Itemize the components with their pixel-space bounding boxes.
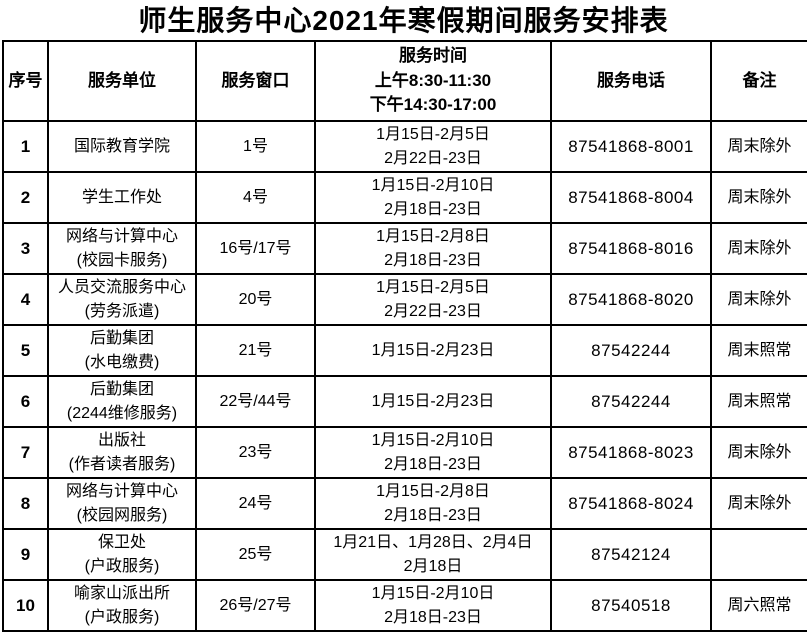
time-cell: 1月15日-2月5日 2月22日-23日 [314, 120, 552, 173]
table-row: 4 人员交流服务中心 (劳务派遣) 20号 1月15日-2月5日 2月22日-23日… [2, 273, 807, 326]
table-row: 6 后勤集团 (2244维修服务) 22号/44号 1月15日-2月23日 875… [2, 375, 807, 428]
remark-cell: 周末除外 [710, 426, 807, 479]
phone-cell: 87542124 [550, 528, 712, 581]
remark-cell: 周末照常 [710, 375, 807, 428]
index-cell: 2 [2, 171, 49, 224]
remark-cell: 周末除外 [710, 273, 807, 326]
remark-cell: 周末除外 [710, 222, 807, 275]
unit-cell: 后勤集团 (水电缴费) [47, 324, 197, 377]
table-row: 10 喻家山派出所 (户政服务) 26号/27号 1月15日-2月10日 2月18日… [2, 579, 807, 632]
phone-cell: 87541868-8024 [550, 477, 712, 530]
unit-cell: 喻家山派出所 (户政服务) [47, 579, 197, 632]
index-cell: 8 [2, 477, 49, 530]
remark-cell: 周末除外 [710, 171, 807, 224]
window-cell: 4号 [195, 171, 316, 224]
unit-cell: 国际教育学院 [47, 120, 197, 173]
phone-cell: 87541868-8001 [550, 120, 712, 173]
unit-cell: 人员交流服务中心 (劳务派遣) [47, 273, 197, 326]
table-body: 1 国际教育学院 1号 1月15日-2月5日 2月22日-23日 87541868… [2, 120, 807, 632]
service-schedule-table: 序号 服务单位 服务窗口 服务时间 上午8:30-11:30 下午14:30-1… [2, 40, 807, 632]
page-title: 师生服务中心2021年寒假期间服务安排表 [138, 5, 669, 36]
index-cell: 9 [2, 528, 49, 581]
index-cell: 5 [2, 324, 49, 377]
header-time: 服务时间 上午8:30-11:30 下午14:30-17:00 [314, 40, 552, 122]
unit-cell: 后勤集团 (2244维修服务) [47, 375, 197, 428]
table-row: 2 学生工作处 4号 1月15日-2月10日 2月18日-23日 87541868… [2, 171, 807, 224]
unit-cell: 保卫处 (户政服务) [47, 528, 197, 581]
table-row: 8 网络与计算中心 (校园网服务) 24号 1月15日-2月8日 2月18日-23日… [2, 477, 807, 530]
time-cell: 1月15日-2月23日 [314, 324, 552, 377]
time-cell: 1月15日-2月10日 2月18日-23日 [314, 171, 552, 224]
header-unit: 服务单位 [47, 40, 197, 122]
index-cell: 7 [2, 426, 49, 479]
table-row: 5 后勤集团 (水电缴费) 21号 1月15日-2月23日 87542244 周末… [2, 324, 807, 377]
window-cell: 20号 [195, 273, 316, 326]
time-cell: 1月15日-2月8日 2月18日-23日 [314, 477, 552, 530]
unit-cell: 出版社 (作者读者服务) [47, 426, 197, 479]
table-row: 7 出版社 (作者读者服务) 23号 1月15日-2月10日 2月18日-23日 8… [2, 426, 807, 479]
time-cell: 1月15日-2月8日 2月18日-23日 [314, 222, 552, 275]
window-cell: 1号 [195, 120, 316, 173]
phone-cell: 87542244 [550, 375, 712, 428]
time-cell: 1月15日-2月10日 2月18日-23日 [314, 426, 552, 479]
phone-cell: 87541868-8020 [550, 273, 712, 326]
phone-cell: 87541868-8023 [550, 426, 712, 479]
index-cell: 1 [2, 120, 49, 173]
header-time-morning: 上午8:30-11:30 [374, 70, 492, 90]
phone-cell: 87541868-8004 [550, 171, 712, 224]
remark-cell: 周六照常 [710, 579, 807, 632]
window-cell: 22号/44号 [195, 375, 316, 428]
window-cell: 25号 [195, 528, 316, 581]
index-cell: 4 [2, 273, 49, 326]
window-cell: 21号 [195, 324, 316, 377]
header-index: 序号 [2, 40, 49, 122]
table-row: 3 网络与计算中心 (校园卡服务) 16号/17号 1月15日-2月8日 2月18日… [2, 222, 807, 275]
header-time-title: 服务时间 [399, 46, 467, 66]
header-remark: 备注 [710, 40, 807, 122]
window-cell: 16号/17号 [195, 222, 316, 275]
table-row: 9 保卫处 (户政服务) 25号 1月21日、1月28日、2月4日 2月18日 87… [2, 528, 807, 581]
time-cell: 1月15日-2月10日 2月18日-23日 [314, 579, 552, 632]
remark-cell [710, 528, 807, 581]
header-phone: 服务电话 [550, 40, 712, 122]
remark-cell: 周末除外 [710, 120, 807, 173]
index-cell: 6 [2, 375, 49, 428]
unit-cell: 学生工作处 [47, 171, 197, 224]
window-cell: 24号 [195, 477, 316, 530]
time-cell: 1月15日-2月5日 2月22日-23日 [314, 273, 552, 326]
remark-cell: 周末照常 [710, 324, 807, 377]
header-window: 服务窗口 [195, 40, 316, 122]
index-cell: 3 [2, 222, 49, 275]
window-cell: 23号 [195, 426, 316, 479]
table-row: 1 国际教育学院 1号 1月15日-2月5日 2月22日-23日 87541868… [2, 120, 807, 173]
phone-cell: 87541868-8016 [550, 222, 712, 275]
index-cell: 10 [2, 579, 49, 632]
unit-cell: 网络与计算中心 (校园网服务) [47, 477, 197, 530]
window-cell: 26号/27号 [195, 579, 316, 632]
unit-cell: 网络与计算中心 (校园卡服务) [47, 222, 197, 275]
phone-cell: 87542244 [550, 324, 712, 377]
table-header-row: 序号 服务单位 服务窗口 服务时间 上午8:30-11:30 下午14:30-1… [2, 40, 807, 122]
header-time-afternoon: 下午14:30-17:00 [369, 95, 497, 115]
remark-cell: 周末除外 [710, 477, 807, 530]
phone-cell: 87540518 [550, 579, 712, 632]
time-cell: 1月15日-2月23日 [314, 375, 552, 428]
time-cell: 1月21日、1月28日、2月4日 2月18日 [314, 528, 552, 581]
